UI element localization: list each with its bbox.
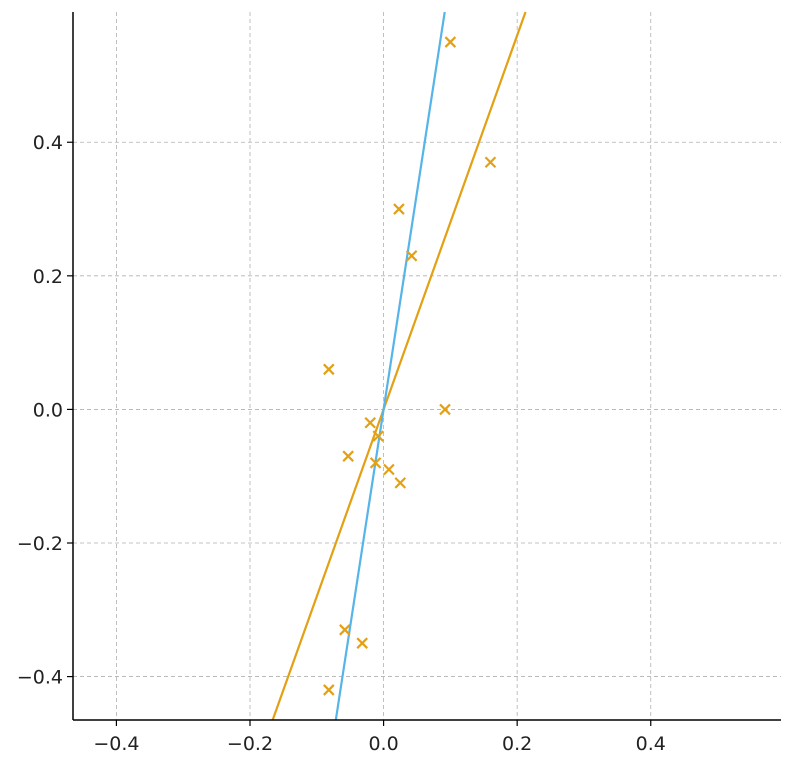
data-point bbox=[356, 637, 368, 649]
data-point bbox=[342, 450, 354, 462]
data-point bbox=[339, 624, 351, 636]
axes bbox=[72, 12, 781, 721]
data-point bbox=[405, 250, 418, 262]
x-tick-label: −0.4 bbox=[93, 733, 139, 755]
data-point bbox=[323, 684, 335, 696]
data-point bbox=[439, 403, 451, 416]
fit-lines bbox=[271, 11, 527, 721]
data-point bbox=[394, 477, 407, 489]
data-point bbox=[383, 463, 395, 476]
data-point bbox=[369, 457, 382, 469]
y-tick-label: 0.2 bbox=[33, 266, 63, 288]
x-tick-label: 0.2 bbox=[502, 733, 532, 755]
data-point bbox=[372, 430, 385, 442]
y-tick-label: −0.2 bbox=[17, 533, 63, 555]
data-point bbox=[444, 36, 457, 48]
data-point bbox=[364, 416, 377, 429]
data-points bbox=[323, 36, 497, 696]
x-tick-label: 0.0 bbox=[368, 733, 398, 755]
data-point bbox=[484, 156, 497, 169]
y-tick-label: 0.0 bbox=[33, 399, 63, 421]
y-tick-label: 0.4 bbox=[33, 132, 63, 154]
fit-line-1 bbox=[271, 11, 527, 721]
y-tick-label: −0.4 bbox=[17, 667, 63, 689]
grid-lines bbox=[73, 12, 781, 720]
x-tick-label: −0.2 bbox=[227, 733, 273, 755]
tick-marks: −0.4 −0.2 0.0 0.2 0.4 −0.4 −0.2 0.0 0.2 0.4 bbox=[17, 132, 666, 755]
x-tick-label: 0.4 bbox=[636, 733, 666, 755]
data-point bbox=[393, 203, 405, 215]
fit-line-2 bbox=[334, 11, 446, 721]
data-point bbox=[323, 363, 335, 376]
